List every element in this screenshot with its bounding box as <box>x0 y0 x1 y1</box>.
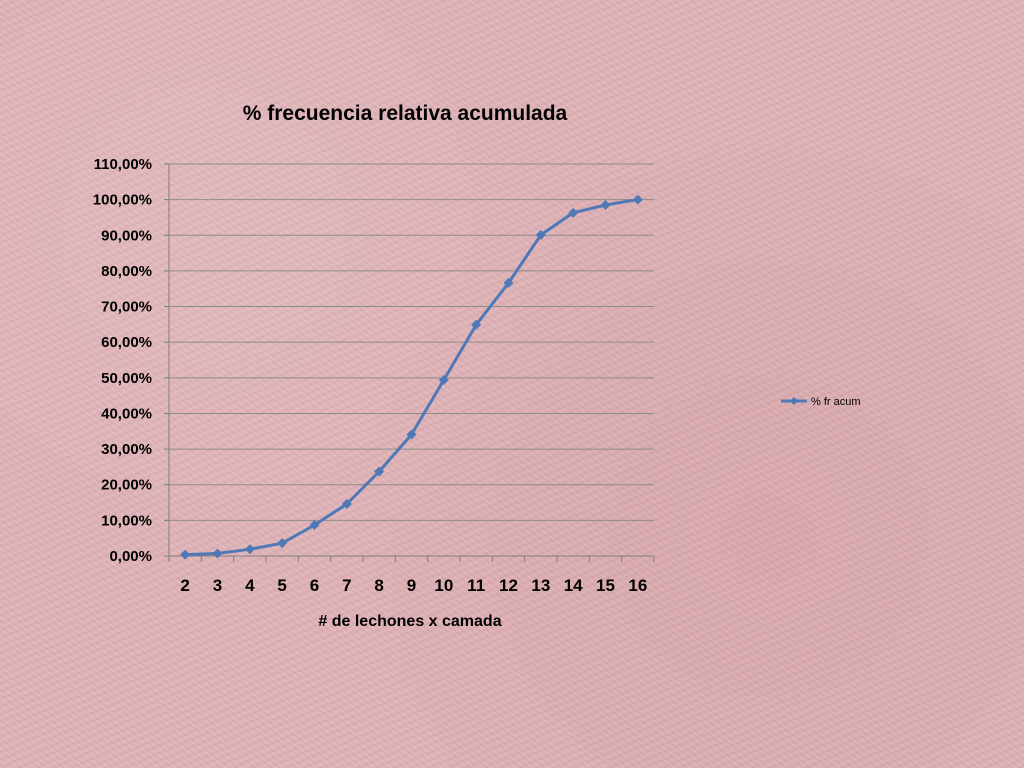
y-tick-label: 50,00% <box>101 370 152 387</box>
data-point-marker <box>180 549 191 560</box>
axes <box>168 164 654 557</box>
x-tick-label: 3 <box>213 576 222 595</box>
data-point-marker <box>309 519 320 530</box>
y-tick-label: 0,00% <box>109 548 152 565</box>
x-tick-label: 9 <box>407 576 416 595</box>
gridlines <box>169 163 654 521</box>
chart-title: % frecuencia relativa acumulada <box>243 102 568 125</box>
x-tick-label: 6 <box>310 576 319 595</box>
y-tick-label: 110,00% <box>94 156 152 173</box>
x-tick-label: 8 <box>374 576 383 595</box>
y-tick-label: 100,00% <box>93 192 152 209</box>
legend: % fr acum <box>781 396 861 408</box>
legend-marker <box>790 397 798 405</box>
y-tick-label: 20,00% <box>101 477 152 494</box>
data-point-marker <box>277 538 288 549</box>
data-point-marker <box>244 544 255 555</box>
x-tick-label: 13 <box>531 576 550 595</box>
x-tick-label: 12 <box>499 576 518 595</box>
data-point-marker <box>374 466 385 477</box>
x-tick-label: 14 <box>564 576 583 595</box>
y-tick-label: 30,00% <box>101 441 152 458</box>
x-tick-label: 15 <box>596 576 615 595</box>
x-axis-ticks: 2 3 4 5 6 7 8 9 10 11 12 13 14 15 16 <box>168 556 655 595</box>
y-tick-label: 10,00% <box>101 512 152 529</box>
data-point-marker <box>503 278 514 289</box>
data-point-marker <box>568 207 579 218</box>
y-tick-label: 80,00% <box>101 263 152 280</box>
x-tick-label: 10 <box>434 576 453 595</box>
x-tick-label: 11 <box>467 576 485 595</box>
y-tick-label: 70,00% <box>101 299 152 316</box>
y-axis-ticks: 0,00% 10,00% 20,00% 30,00% 40,00% 50,00% 60,00… <box>93 156 169 565</box>
data-point-marker <box>632 194 643 205</box>
x-axis-label: # de lechones x camada <box>318 613 501 630</box>
data-point-marker <box>535 229 546 240</box>
x-tick-label: 5 <box>277 576 286 595</box>
x-tick-label: 16 <box>628 576 647 595</box>
data-point-marker <box>600 199 611 210</box>
data-point-marker <box>212 548 223 559</box>
x-tick-label: 7 <box>342 576 351 595</box>
data-point-marker <box>438 374 449 385</box>
series <box>180 194 643 560</box>
y-tick-label: 40,00% <box>101 405 152 422</box>
data-point-marker <box>471 319 482 330</box>
x-tick-label: 2 <box>180 576 189 595</box>
y-tick-label: 60,00% <box>101 334 152 351</box>
y-tick-label: 90,00% <box>101 227 152 244</box>
data-point-marker <box>406 429 417 440</box>
data-point-marker <box>341 498 352 509</box>
x-tick-label: 4 <box>245 576 255 595</box>
legend-label: % fr acum <box>811 396 861 408</box>
series-line <box>185 198 639 557</box>
